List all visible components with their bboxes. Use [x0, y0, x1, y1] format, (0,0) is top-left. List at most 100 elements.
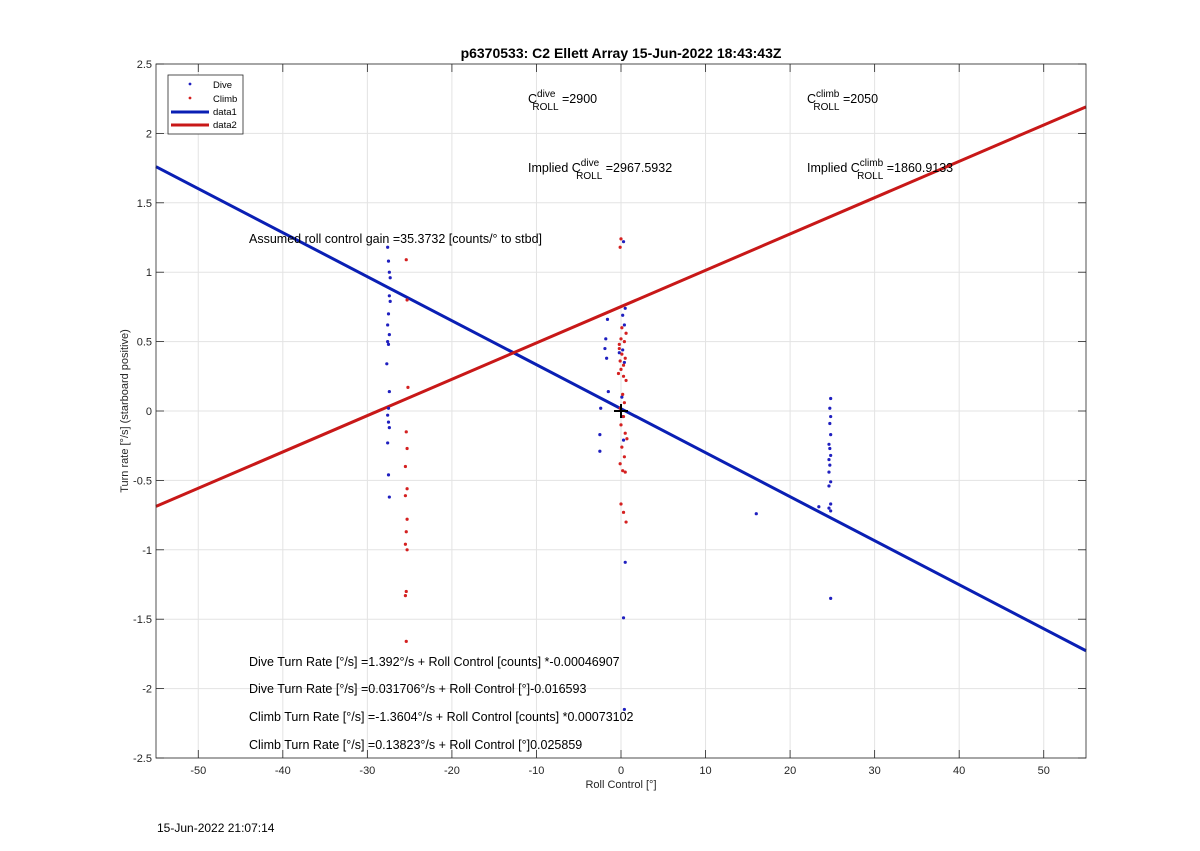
climb-point: [403, 464, 408, 469]
climb-point: [405, 446, 409, 451]
dive-point: [598, 449, 602, 453]
climb-point: [621, 510, 626, 514]
climb-point: [619, 337, 623, 341]
dive-point: [621, 313, 625, 317]
dive-point: [622, 323, 626, 327]
dive-point: [387, 426, 391, 430]
dive-point: [623, 306, 627, 310]
dive-point: [623, 560, 627, 564]
dive-point: [829, 432, 833, 437]
climb-point: [617, 342, 621, 346]
climb-point: [619, 423, 623, 427]
tick-marks: [156, 63, 1086, 759]
dive-point: [386, 473, 391, 477]
dive-point: [599, 406, 603, 410]
x-tick-label: 50: [1038, 765, 1050, 777]
climb-point: [403, 542, 408, 546]
y-tick-label: -1.5: [133, 614, 152, 626]
dive-point: [386, 259, 391, 263]
legend-data1-label: data1: [213, 107, 237, 118]
dive-point: [387, 333, 391, 337]
climb-point: [620, 445, 624, 449]
climb-point: [624, 378, 628, 383]
climb-point: [619, 502, 623, 506]
dive-point: [828, 406, 832, 410]
legend-data2-label: data2: [213, 120, 237, 131]
dive-point: [386, 245, 390, 249]
climb-point: [404, 430, 408, 434]
y-tick-label: 0: [146, 406, 152, 418]
x-axis-label: Roll Control [°]: [585, 779, 656, 791]
dive-point: [386, 312, 391, 316]
climb-point: [405, 487, 409, 491]
dive-point: [827, 506, 831, 510]
climb-point: [404, 258, 408, 262]
climb-point: [623, 431, 627, 435]
fit-line-data2: [155, 105, 1087, 508]
dive-point: [828, 446, 832, 451]
y-tick-label: 1: [146, 267, 152, 279]
c-roll-dive-annotation: Cdive ROLL =2900: [528, 89, 597, 113]
climb-point: [622, 455, 626, 459]
dive-point: [604, 337, 608, 341]
chart-title: p6370533: C2 Ellett Array 15-Jun-2022 18…: [461, 45, 782, 61]
dive-point: [829, 596, 833, 600]
origin-marker: [614, 404, 628, 418]
climb-point: [621, 363, 626, 367]
dive-point: [388, 276, 392, 280]
x-tick-label: 40: [953, 765, 965, 777]
climb-point: [617, 346, 621, 351]
y-tick-label: 2: [146, 128, 152, 140]
dive-point: [829, 502, 833, 506]
dive-point: [386, 413, 390, 417]
climb-point: [404, 639, 408, 644]
dive-point: [829, 453, 833, 458]
footer-timestamp: 15-Jun-2022 21:07:14: [157, 821, 275, 835]
legend-dive-marker: [188, 82, 192, 86]
dive-point: [620, 395, 624, 399]
climb-point: [404, 589, 408, 594]
y-tick-label: -2.5: [133, 753, 152, 765]
y-tick-label: 0.5: [137, 337, 152, 349]
climb-point: [620, 352, 624, 356]
climb-point: [623, 470, 627, 474]
climb-point: [623, 356, 627, 360]
dive-point: [387, 270, 391, 274]
climb-point: [621, 414, 626, 419]
y-tick-label: -2: [142, 684, 152, 696]
dive-point: [829, 480, 833, 484]
y-tick-label: 2.5: [137, 59, 152, 71]
climb-point: [618, 359, 622, 363]
climb-point: [616, 371, 621, 376]
dive-degrees-annotation: Dive Turn Rate [°/s] =0.031706°/s + Roll…: [249, 682, 586, 696]
dive-point: [828, 421, 832, 426]
climb-point: [621, 374, 626, 378]
dive-point: [617, 351, 621, 355]
climb-point: [619, 237, 623, 241]
dive-point: [386, 441, 390, 445]
data-points: [385, 237, 833, 712]
climb-point: [622, 401, 626, 405]
climb-point: [625, 437, 629, 441]
dive-point: [621, 616, 626, 620]
dive-point: [386, 342, 391, 346]
x-tick-label: -20: [444, 765, 460, 777]
climb-point: [404, 530, 408, 534]
climb-point: [403, 594, 408, 598]
x-tick-label: -10: [529, 765, 545, 777]
x-tick-label: 10: [699, 765, 711, 777]
y-axis-label: Turn rate [°/s] (starboard positive): [119, 329, 131, 493]
dive-point: [386, 406, 391, 410]
dive-point: [621, 438, 626, 442]
legend-dive-label: Dive: [213, 80, 232, 91]
legend: Dive Climb data1 data2: [167, 74, 244, 135]
dive-point: [829, 414, 833, 419]
climb-point: [405, 548, 409, 552]
dive-point: [621, 348, 625, 352]
dive-point: [829, 509, 833, 513]
climb-point: [624, 331, 628, 335]
dive-point: [598, 432, 602, 437]
dive-point: [827, 470, 831, 474]
y-tick-labels: -2.5 -2 -1.5 -1 -0.5 0 0.5 1 1.5 2 2.5: [133, 59, 152, 765]
climb-point: [624, 520, 628, 524]
